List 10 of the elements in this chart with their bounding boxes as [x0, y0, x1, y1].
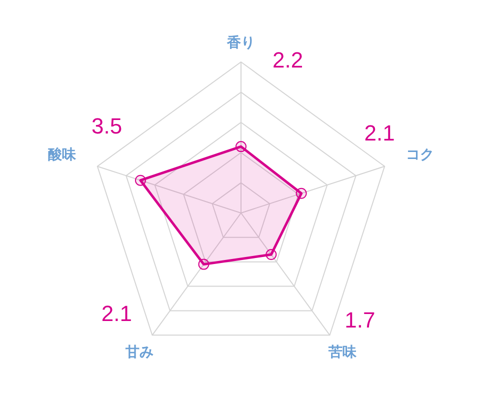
spoke-label: コク [406, 146, 434, 163]
text: 2.2 [272, 47, 304, 72]
text: 1.7 [344, 308, 376, 333]
text: 2.1 [101, 301, 132, 326]
text: 2.1 [364, 120, 395, 146]
spoke-label: 甘み [124, 344, 154, 361]
text: 3.5 [92, 113, 122, 138]
spoke-label: 香り [226, 35, 255, 51]
spoke-label: 苦味 [327, 344, 358, 361]
spoke-label: 酸味 [48, 146, 78, 163]
